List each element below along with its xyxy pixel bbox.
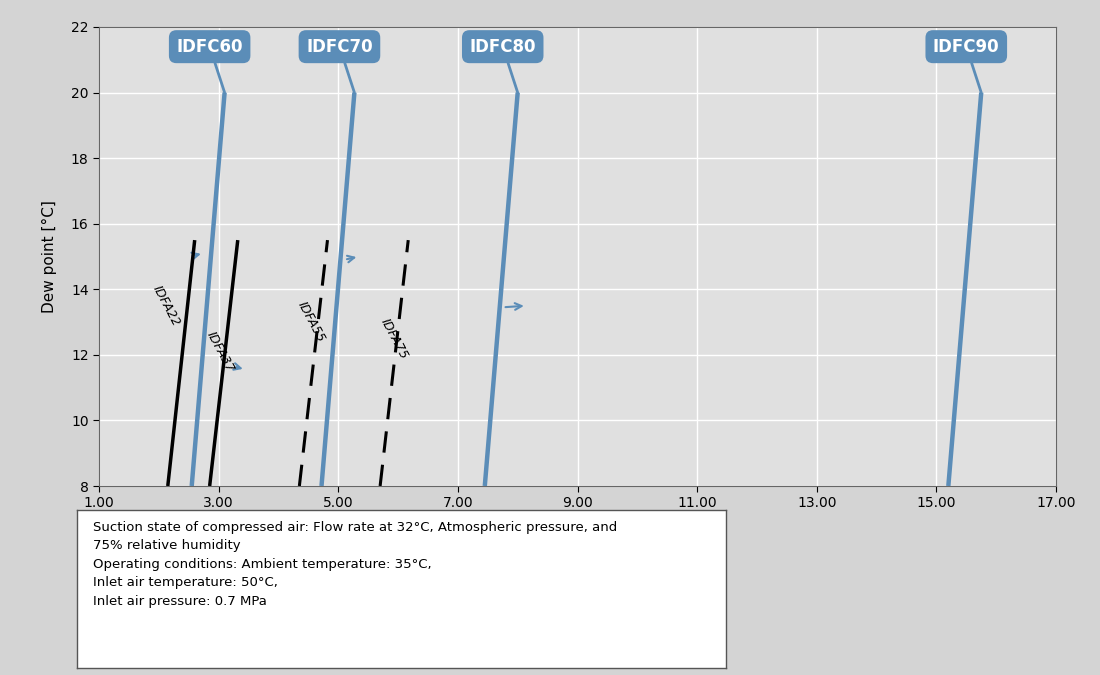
Text: IDFA22: IDFA22 — [150, 283, 183, 328]
Text: IDFC80: IDFC80 — [470, 38, 536, 92]
Text: IDFC60: IDFC60 — [176, 38, 243, 92]
Text: IDFC70: IDFC70 — [306, 38, 373, 92]
Text: IDFA37: IDFA37 — [204, 329, 236, 374]
Text: IDFC90: IDFC90 — [933, 38, 1000, 92]
Text: IDFA55: IDFA55 — [295, 300, 328, 345]
Y-axis label: Dew point [°C]: Dew point [°C] — [42, 200, 57, 313]
Text: IDFA75: IDFA75 — [378, 316, 410, 361]
Text: Suction state of compressed air: Flow rate at 32°C, Atmospheric pressure, and
75: Suction state of compressed air: Flow ra… — [94, 520, 617, 608]
X-axis label: Flow rate [m³/min]: Flow rate [m³/min] — [506, 522, 649, 537]
